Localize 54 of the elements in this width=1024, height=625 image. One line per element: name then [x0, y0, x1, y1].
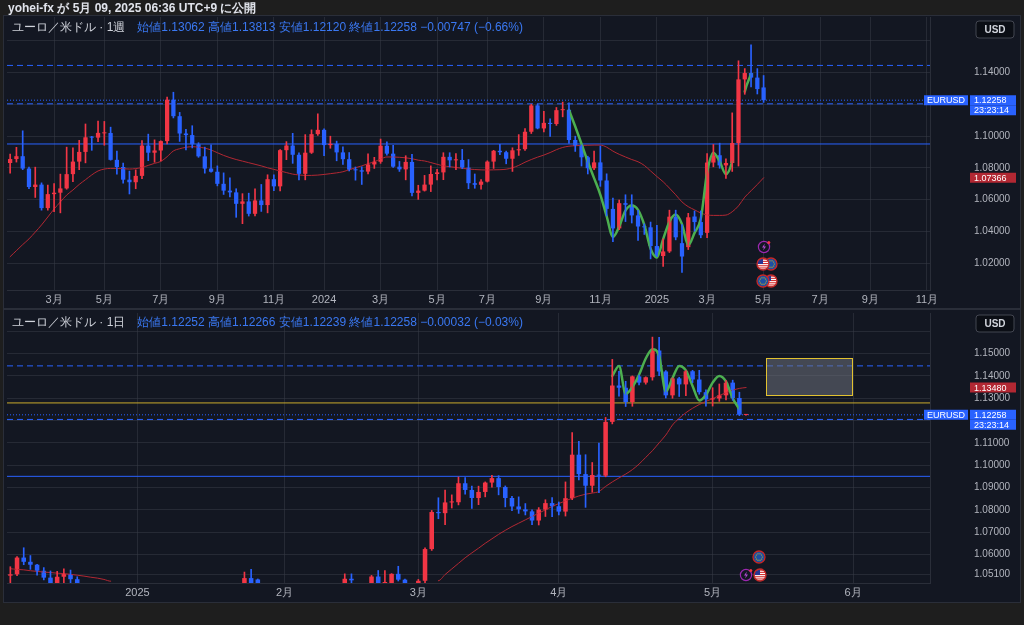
text: 23:23:14	[974, 419, 1010, 430]
x-tick-label: 9月	[208, 292, 226, 305]
y-tick-label: 1.04000	[974, 225, 1011, 237]
y-tick-label: 1.15000	[974, 347, 1011, 359]
text: 23:23:14	[974, 105, 1010, 116]
text: yohei-fx が 5月 09, 2025 06:36 UTC+9 に公開	[8, 1, 257, 15]
annotation: EURUSD	[926, 409, 966, 420]
x-tick-label: 11月	[262, 292, 286, 305]
x-tick-label: 3月	[698, 292, 716, 305]
text: USD	[984, 317, 1006, 329]
y-tick-label: 1.10000	[974, 458, 1011, 470]
x-tick-label: 2025	[125, 585, 150, 598]
x-tick-label: 7月	[152, 292, 170, 305]
x-tick-label: 5月	[755, 292, 773, 305]
y-tick-label: 1.02000	[974, 256, 1011, 268]
x-tick-label: 3月	[409, 585, 427, 598]
x-tick-label: 5月	[428, 292, 446, 305]
text: 1.13480	[974, 382, 1007, 393]
text: 1.12258	[974, 95, 1007, 106]
x-tick-label: 7月	[811, 292, 829, 305]
text: 1.07366	[974, 172, 1007, 183]
x-tick-label: 11月	[589, 292, 612, 305]
x-tick-label: 9月	[535, 292, 553, 305]
x-tick-label: 2025	[644, 292, 670, 305]
x-tick-label: 11月	[915, 292, 939, 305]
y-tick-label: 1.05100	[974, 568, 1011, 580]
chart-subtitle: 始値1.12252 高値1.12266 安値1.12239 終値1.12258 −0.00032 (−0.03%)	[137, 315, 523, 330]
text: USD	[984, 23, 1006, 35]
y-tick-label: 1.06000	[974, 548, 1011, 560]
x-tick-label: 4月	[550, 585, 568, 598]
x-tick-label: 7月	[478, 292, 496, 305]
chart-subtitle: 始値1.13062 高値1.13813 安値1.12120 終値1.12258 −0.00747 (−0.66%)	[137, 20, 523, 35]
x-tick-label: 6月	[844, 585, 862, 598]
y-tick-label: 1.10000	[974, 129, 1011, 141]
y-tick-label: 1.11000	[974, 436, 1010, 448]
y-tick-label: 1.13000	[974, 391, 1011, 403]
annotation: EURUSD	[926, 95, 966, 106]
y-tick-label: 1.07000	[974, 525, 1011, 537]
y-tick-label: 1.14000	[974, 369, 1011, 381]
x-tick-label: 2024	[311, 292, 337, 305]
x-tick-label: 9月	[861, 292, 879, 305]
x-tick-label: 5月	[95, 292, 113, 305]
x-tick-label: 3月	[45, 292, 63, 305]
text: 1.12258	[974, 409, 1007, 420]
chart-title: ユーロ／米ドル · 1週	[12, 20, 126, 35]
y-tick-label: 1.09000	[974, 481, 1011, 493]
x-tick-label: 3月	[372, 292, 390, 305]
y-tick-label: 1.06000	[974, 193, 1011, 205]
y-tick-label: 1.08000	[974, 161, 1011, 173]
x-tick-label: 2月	[276, 585, 294, 598]
chart-title: ユーロ／米ドル · 1日	[12, 315, 126, 330]
y-tick-label: 1.14000	[974, 66, 1011, 78]
y-tick-label: 1.08000	[974, 503, 1011, 515]
x-tick-label: 5月	[704, 585, 722, 598]
